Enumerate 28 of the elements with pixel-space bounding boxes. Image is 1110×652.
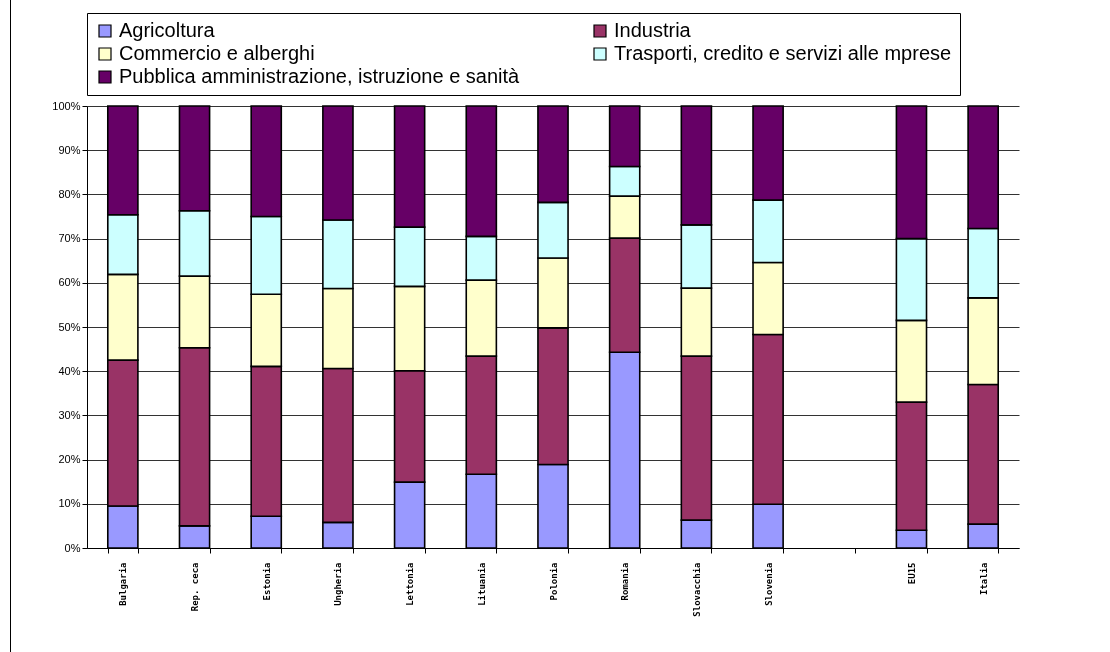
x-tick-label: Italia [978, 562, 989, 596]
y-tick-label: 50% [58, 320, 81, 333]
y-tick-label: 40% [58, 364, 81, 377]
x-tick-label: EU15 [906, 562, 917, 585]
y-tick-label: 70% [58, 232, 81, 245]
y-tick-label: 90% [58, 143, 81, 156]
y-tick-label: 10% [58, 497, 81, 510]
legend-label: Agricoltura [119, 19, 216, 41]
y-tick-label: 100% [52, 99, 81, 112]
x-tick-label: Rep. ceca [190, 562, 201, 612]
x-tick-label: Estonia [261, 562, 272, 601]
y-tick-label: 80% [58, 187, 81, 200]
x-tick-label: Ungheria [333, 562, 344, 606]
y-tick-label: 20% [58, 453, 81, 466]
y-tick-label: 0% [64, 541, 81, 554]
y-tick-label: 30% [58, 408, 81, 421]
x-tick-label: Bulgaria [118, 562, 129, 606]
legend-label: Industria [614, 19, 692, 41]
x-tick-label: Slovenia [763, 562, 774, 606]
x-tick-label: Romania [620, 562, 631, 601]
x-tick-label: Lettonia [405, 562, 416, 606]
x-tick-label: Lituania [476, 562, 487, 606]
x-tick-label: Polonia [548, 562, 559, 601]
legend-label: Commercio e alberghi [119, 42, 315, 64]
legend-label: Trasporti, credito e servizi alle mprese [614, 42, 952, 64]
y-tick-label: 60% [58, 276, 81, 289]
x-tick-label: Slovacchia [691, 562, 702, 617]
legend-label: Pubblica amministrazione, istruzione e sanità [119, 65, 521, 87]
